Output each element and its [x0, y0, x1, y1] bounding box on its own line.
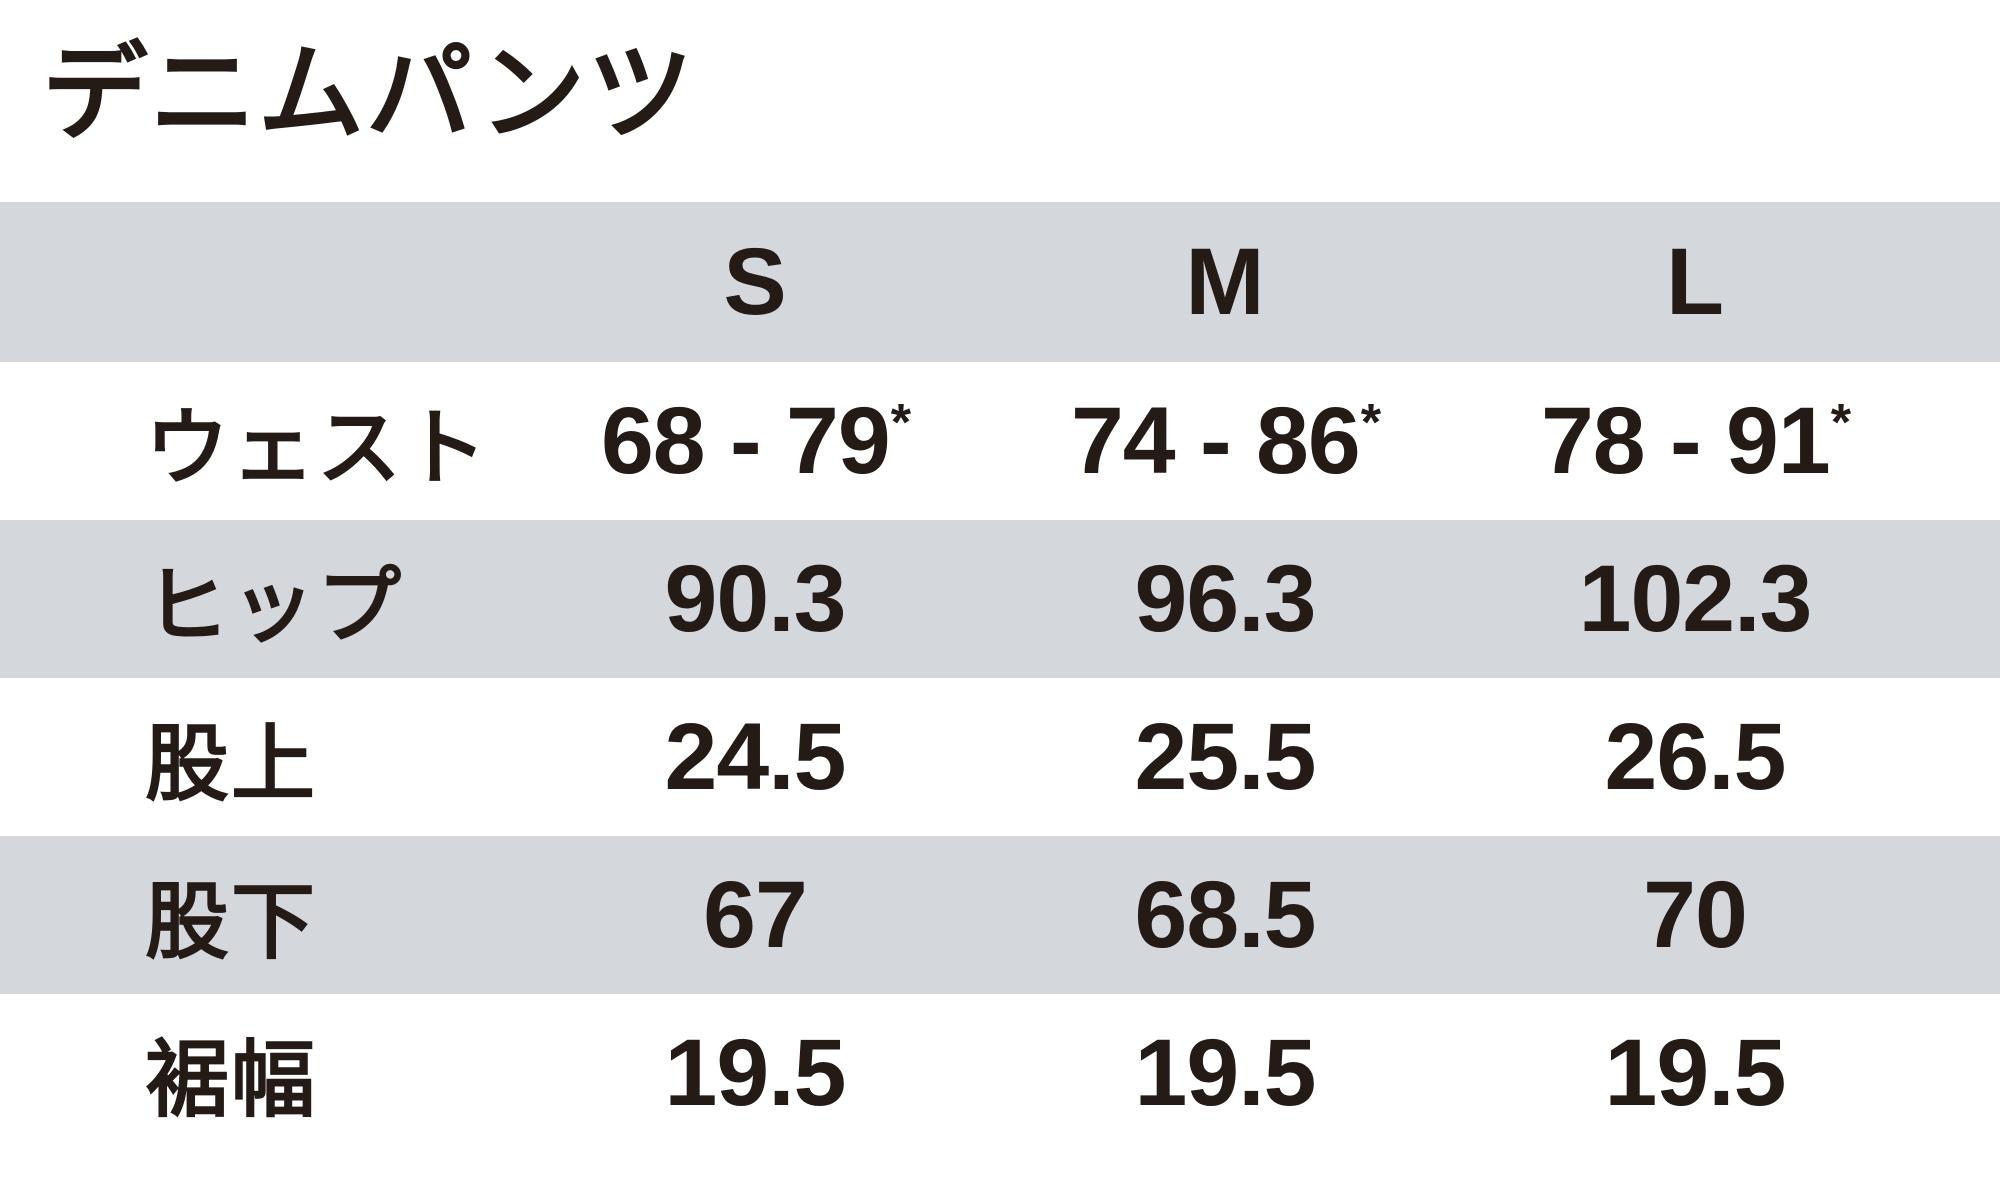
header-size-s: S [723, 228, 787, 335]
row-label: ヒップ [145, 558, 404, 653]
cell-value: 96.3 [1134, 545, 1317, 652]
cell-size-m: 96.3 [990, 545, 1460, 654]
table-row: 股上 24.5 25.5 26.5 [0, 678, 2000, 836]
cell-value: 67 [703, 861, 808, 968]
cell-size-l: 26.5 [1460, 703, 1930, 812]
cell-value: 70 [1643, 861, 1748, 968]
cell-value: 90.3 [664, 545, 847, 652]
cell-value: 24.5 [664, 703, 847, 810]
asterisk-mark: * [1830, 394, 1851, 453]
size-table: S M L ウェスト 68 - 79* 74 - 86* 78 - 91* ヒッ… [0, 202, 2000, 1152]
cell-size-l: 70 [1460, 861, 1930, 970]
table-row: ヒップ 90.3 96.3 102.3 [0, 520, 2000, 678]
cell-size-l: 102.3 [1460, 545, 1930, 654]
page-title: デニムパンツ [42, 35, 696, 153]
cell-size-l: 78 - 91* [1460, 387, 1930, 496]
cell-value: 68 - 79 [600, 387, 891, 494]
cell-value: 68.5 [1134, 861, 1317, 968]
row-label: ウェスト [145, 400, 490, 495]
cell-value: 78 - 91 [1540, 387, 1831, 494]
row-label: 裾幅 [145, 1032, 318, 1127]
cell-value: 102.3 [1578, 545, 1813, 652]
cell-size-s: 68 - 79* [520, 387, 990, 496]
cell-value: 19.5 [1604, 1019, 1787, 1126]
cell-value: 74 - 86 [1070, 387, 1361, 494]
header-size-m: M [1185, 228, 1265, 335]
cell-value: 26.5 [1604, 703, 1787, 810]
cell-size-s: 90.3 [520, 545, 990, 654]
cell-size-l: 19.5 [1460, 1019, 1930, 1128]
table-body: ウェスト 68 - 79* 74 - 86* 78 - 91* ヒップ 90.3… [0, 362, 2000, 1152]
header-size-l: L [1665, 228, 1725, 335]
asterisk-mark: * [1360, 394, 1381, 453]
cell-size-m: 74 - 86* [990, 387, 1460, 496]
row-label: 股下 [145, 874, 318, 969]
cell-size-s: 67 [520, 861, 990, 970]
cell-size-m: 25.5 [990, 703, 1460, 812]
table-row: ウェスト 68 - 79* 74 - 86* 78 - 91* [0, 362, 2000, 520]
cell-size-m: 68.5 [990, 861, 1460, 970]
asterisk-mark: * [890, 394, 911, 453]
cell-size-m: 19.5 [990, 1019, 1460, 1128]
table-header-row: S M L [0, 202, 2000, 362]
cell-size-s: 24.5 [520, 703, 990, 812]
row-label: 股上 [145, 716, 318, 811]
cell-value: 25.5 [1134, 703, 1317, 810]
cell-value: 19.5 [664, 1019, 847, 1126]
table-row: 裾幅 19.5 19.5 19.5 [0, 994, 2000, 1152]
table-row: 股下 67 68.5 70 [0, 836, 2000, 994]
cell-size-s: 19.5 [520, 1019, 990, 1128]
cell-value: 19.5 [1134, 1019, 1317, 1126]
